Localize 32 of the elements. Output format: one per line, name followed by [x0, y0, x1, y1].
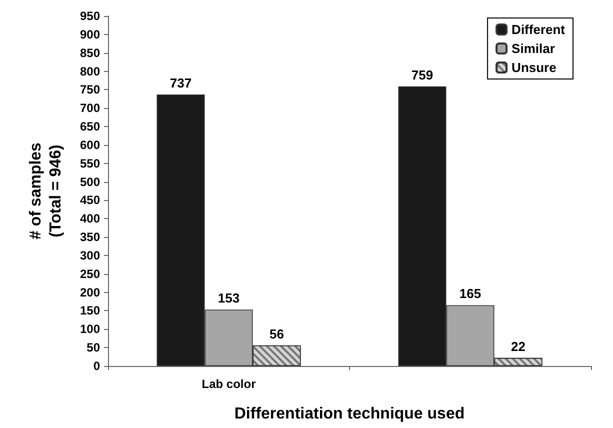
y-tick-label: 250: [80, 266, 100, 281]
y-tick-label: 900: [80, 27, 100, 42]
x-tick-label: Lab color: [202, 377, 256, 391]
y-tick-label: 700: [80, 101, 100, 116]
legend-label: Unsure: [512, 60, 556, 75]
legend-label: Different: [512, 22, 566, 37]
y-tick-label: 850: [80, 46, 100, 60]
y-tick-label: 150: [80, 304, 100, 318]
y-tick-label: 650: [80, 120, 100, 134]
y-tick-label: 950: [80, 9, 100, 23]
y-tick-label: 350: [80, 230, 100, 244]
data-label: 165: [459, 286, 482, 302]
y-tick-label: 550: [80, 156, 100, 170]
data-label: 737: [170, 75, 192, 90]
y-tick-label: 0: [93, 359, 100, 373]
y-tick-label: 400: [80, 212, 100, 226]
legend-label: Similar: [512, 41, 555, 56]
y-tick-label: 50: [86, 340, 100, 355]
y-tick-label: 450: [80, 193, 100, 208]
y-axis-title: # of samples (Total = 946): [28, 142, 64, 240]
y-tick-label: 200: [80, 285, 100, 300]
data-label: 153: [218, 290, 240, 306]
y-tick-label: 600: [80, 138, 100, 152]
y-tick-label: 750: [80, 82, 100, 97]
y-tick-label: 300: [80, 248, 100, 262]
y-tick-label: 800: [80, 64, 100, 78]
y-tick-label: 100: [80, 322, 100, 336]
data-label: 759: [411, 67, 434, 82]
data-label: 56: [270, 326, 284, 342]
y-tick-label: 500: [80, 174, 100, 189]
x-axis-title: Differentiation technique used: [234, 406, 465, 422]
data-label: 22: [511, 338, 526, 354]
